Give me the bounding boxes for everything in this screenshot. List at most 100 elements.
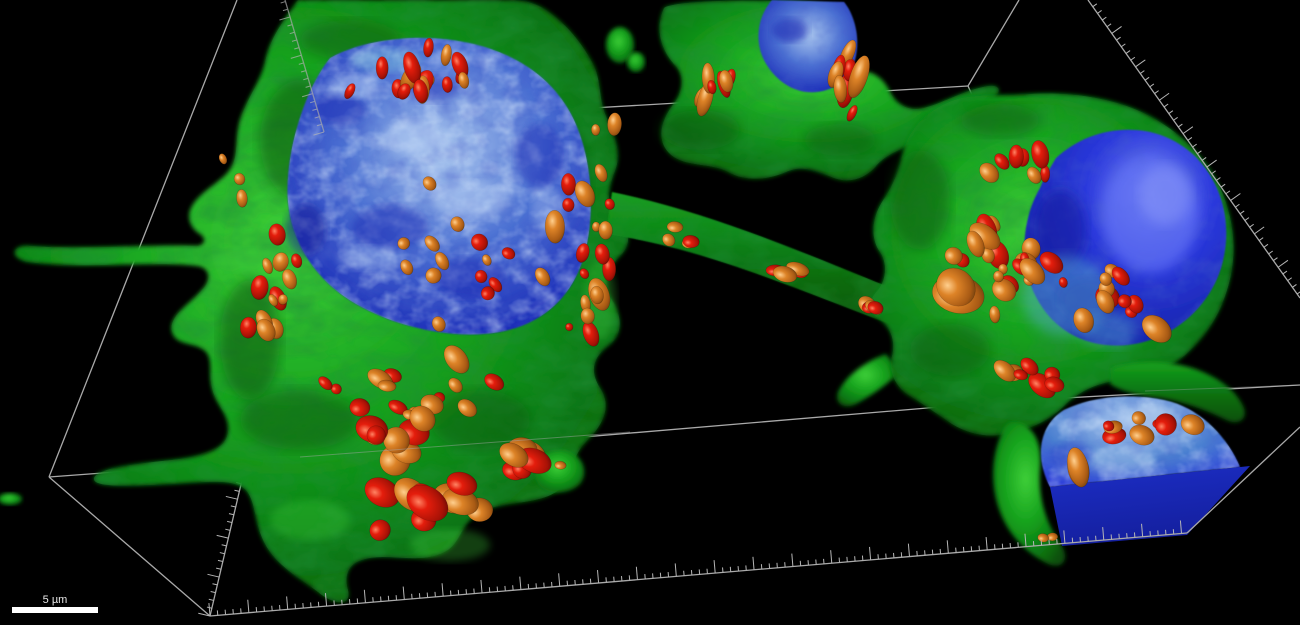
- ruler-tick: [289, 31, 295, 35]
- punctum: [1031, 140, 1050, 169]
- ruler-tick: [1097, 10, 1102, 14]
- scale-bar: 5 µm: [12, 594, 98, 613]
- frame-line: [48, 0, 238, 478]
- ruler-tick: [1092, 3, 1098, 8]
- ruler-tick: [1197, 150, 1202, 155]
- ruler-tick: [1130, 56, 1136, 61]
- punctum: [1117, 294, 1132, 309]
- punctum: [424, 235, 440, 252]
- ruler-tick: [1216, 177, 1221, 181]
- punctum: [772, 265, 798, 283]
- punctum: [499, 442, 529, 468]
- ruler-tick: [217, 559, 223, 562]
- punctum: [443, 345, 470, 374]
- punctum: [448, 377, 463, 393]
- punctum: [409, 405, 436, 432]
- punctum: [369, 519, 391, 541]
- punctum: [422, 176, 437, 191]
- punctum: [590, 285, 604, 305]
- ruler-tick: [558, 573, 561, 587]
- punctum: [239, 316, 257, 339]
- punctum: [598, 220, 613, 240]
- ruler-tick: [946, 540, 949, 554]
- ruler-tick: [286, 596, 289, 610]
- punctum: [268, 223, 286, 246]
- ruler-tick: [1277, 259, 1289, 268]
- punctum: [474, 269, 488, 284]
- ruler-tick: [1154, 90, 1159, 94]
- punctum: [413, 79, 429, 104]
- ruler-tick: [597, 569, 600, 584]
- punctum: [1180, 414, 1205, 436]
- frame-line-overlay: [299, 431, 631, 458]
- ruler-tick: [1168, 110, 1174, 114]
- punctum: [1129, 424, 1155, 446]
- cell-left-nucleus: [286, 37, 591, 335]
- ruler-tick: [1239, 210, 1245, 215]
- cell-right-bridge: [1110, 362, 1245, 423]
- punctum: [262, 257, 273, 275]
- ruler-tick: [441, 583, 444, 597]
- punctum: [966, 230, 985, 258]
- punctum: [565, 322, 574, 332]
- ruler-tick: [316, 123, 322, 127]
- ruler-tick: [1201, 157, 1207, 161]
- punctum: [1127, 294, 1144, 314]
- frame-line-overlay: [1144, 384, 1300, 392]
- punctum: [1019, 258, 1046, 285]
- ruler-tick: [314, 116, 320, 119]
- punctum: [989, 305, 1001, 324]
- ball-green-rim: [993, 421, 1066, 566]
- ruler-tick: [519, 576, 522, 590]
- frame-line: [967, 0, 1020, 87]
- ruler-tick: [1116, 36, 1121, 41]
- punctum: [993, 359, 1017, 382]
- punctum: [457, 398, 478, 418]
- ruler-tick: [830, 550, 833, 564]
- punctum: [847, 55, 870, 99]
- ruler-tick: [1024, 533, 1027, 547]
- punctum: [480, 286, 495, 301]
- ruler-tick: [227, 520, 233, 524]
- cell-left: [14, 0, 629, 603]
- ruler-tick: [1135, 59, 1146, 68]
- ruler-tick: [225, 495, 238, 500]
- ruler-tick: [1268, 250, 1273, 255]
- ruler-tick: [230, 505, 236, 508]
- ruler-tick: [1225, 190, 1231, 195]
- ruler-tick: [1273, 257, 1278, 261]
- ruler-tick: [1178, 123, 1183, 128]
- punctum: [272, 252, 289, 272]
- cell-surfaces: [0, 0, 1250, 603]
- punctum: [575, 243, 590, 263]
- ruler-tick: [1144, 76, 1150, 81]
- punctum: [1013, 369, 1029, 381]
- punctum: [991, 278, 1017, 302]
- punctum: [594, 243, 610, 265]
- punctum: [1096, 289, 1115, 314]
- ruler-tick: [234, 489, 240, 492]
- ruler-tick: [301, 93, 313, 98]
- punctum: [218, 153, 228, 165]
- ruler-tick: [208, 603, 211, 617]
- ruler-tick: [1254, 226, 1265, 235]
- punctum: [434, 251, 450, 271]
- punctum: [944, 246, 963, 265]
- ruler-tick: [713, 560, 716, 574]
- punctum: [377, 379, 397, 392]
- ruler-tick: [313, 131, 325, 136]
- ruler-tick: [402, 586, 405, 600]
- ruler-tick: [1287, 277, 1293, 282]
- ruler-tick: [216, 534, 229, 539]
- punctum: [423, 37, 434, 58]
- ruler-line: [1087, 0, 1300, 299]
- punctum: [1039, 251, 1064, 274]
- ruler-tick: [1120, 43, 1126, 48]
- punctum: [406, 484, 449, 522]
- ruler-tick: [216, 567, 222, 570]
- punctum: [591, 123, 601, 136]
- punctum: [400, 259, 414, 276]
- frame-line: [1186, 426, 1300, 534]
- ruler-tick: [480, 579, 483, 593]
